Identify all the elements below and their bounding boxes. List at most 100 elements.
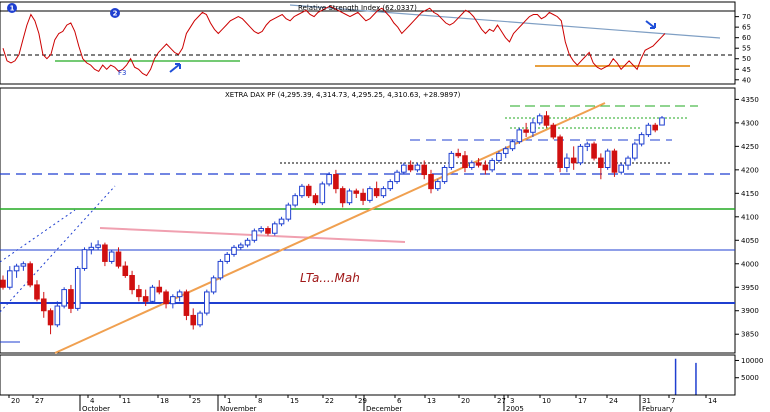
candle-down (652, 124, 659, 131)
x-month-label: October (82, 405, 110, 412)
candle-up (387, 181, 394, 190)
channel-line-upper (0, 209, 76, 263)
rsi-arrow-down-icon (645, 20, 656, 29)
rsi-trendline (289, 4, 721, 39)
candle-down (129, 275, 135, 291)
candle-up (149, 286, 156, 302)
candle-up (61, 289, 67, 307)
rsi-tick-label: 45 (742, 66, 751, 74)
candle-up (625, 157, 631, 166)
candle-down (462, 155, 468, 168)
volume-panel: 5000 10000 (0, 354, 763, 396)
candle-down (482, 164, 489, 171)
candle-down (312, 195, 319, 204)
x-month-labels: October November December 2005 February (79, 395, 673, 412)
x-day-label: 7 (671, 397, 675, 405)
candle-down (339, 188, 346, 204)
candle-up (88, 246, 95, 251)
x-month-label: December (366, 405, 402, 412)
candle-up (659, 117, 665, 126)
x-day-label: 8 (258, 397, 262, 405)
candle-down (34, 284, 40, 300)
candle-up (346, 190, 353, 204)
price-tick-label: 3900 (741, 307, 759, 315)
price-tick-label: 4300 (741, 119, 759, 127)
candle-up (516, 129, 523, 143)
volume-tick-label: 5000 (741, 374, 759, 382)
x-day-label: 20 (461, 397, 470, 405)
candle-up (210, 277, 217, 293)
x-day-label: 6 (397, 397, 402, 405)
candle-up (54, 305, 61, 326)
candle-up (292, 195, 298, 206)
candle-down (27, 263, 33, 286)
candle-down (122, 265, 129, 277)
candle-down (183, 291, 190, 316)
candle-up (6, 270, 13, 288)
candle-up (489, 159, 495, 171)
candle-up (584, 143, 591, 147)
candle-up (204, 291, 210, 314)
x-day-label: 29 (358, 397, 367, 405)
candle-up (414, 164, 421, 171)
candle-down (591, 143, 597, 159)
candle-down (68, 289, 74, 309)
price-tick-label: 4200 (741, 166, 759, 174)
rsi-title: Relative Strength Index (62.0337) (298, 4, 417, 12)
x-day-label: 10 (542, 397, 551, 405)
price-panel: XETRA DAX PF (4,295.39, 4,314.73, 4,295.… (0, 87, 759, 356)
volume-panel-frame (0, 354, 736, 396)
candle-up (632, 143, 638, 159)
rsi-arrow-up-icon (169, 63, 181, 73)
candle-up (95, 244, 101, 248)
candle-up (299, 185, 305, 197)
price-tick-label: 3950 (741, 284, 759, 292)
candle-up (604, 150, 611, 168)
x-day-label: 22 (325, 397, 334, 405)
volume-bars (674, 358, 697, 395)
candle-up (217, 260, 224, 279)
candle-up (74, 267, 81, 309)
marker-2-label: 2 (113, 10, 118, 18)
candle-up (618, 164, 625, 173)
candle-up (271, 223, 278, 234)
candle-down (353, 190, 360, 194)
candle-down (40, 298, 47, 312)
candle-up (468, 162, 475, 168)
candle-up (509, 141, 516, 150)
price-tick-label: 4150 (741, 190, 759, 198)
candle-up (170, 296, 176, 305)
candle-down (455, 152, 461, 157)
rsi-annotation-f3: F3 (118, 69, 126, 77)
candle-down (0, 279, 6, 288)
x-day-label: 25 (192, 397, 201, 405)
x-day-label: 15 (290, 397, 299, 405)
rsi-tick-label: 60 (742, 34, 751, 42)
volume-tick-label: 10000 (741, 357, 763, 365)
candle-down (102, 244, 108, 262)
candle-up (448, 152, 455, 168)
rsi-tick-label: 40 (742, 76, 751, 84)
candle-down (373, 188, 380, 197)
candle-up (496, 152, 502, 161)
price-tick-label: 4000 (741, 260, 759, 268)
candle-up (231, 246, 237, 255)
candle-down (156, 286, 163, 293)
candle-down (475, 162, 482, 166)
candle-down (428, 174, 434, 190)
candle-down (557, 136, 563, 168)
rsi-panel: 40 45 50 55 60 65 70 1 2 F3 Relative Strength … (0, 1, 751, 85)
x-month-label: 2005 (506, 405, 524, 412)
x-day-labels: 20 27 4 11 18 25 1 8 15 22 29 6 13 20 27 3 10 17 24 31 7 14 (8, 395, 717, 405)
candle-down (611, 150, 618, 173)
price-title: XETRA DAX PF (4,295.39, 4,314.73, 4,295.… (225, 91, 461, 99)
annotation-text: LTa....Mah (300, 271, 360, 285)
candle-up (278, 218, 285, 225)
x-day-label: 17 (578, 397, 587, 405)
rsi-tick-label: 50 (742, 55, 751, 63)
x-month-label: February (642, 405, 673, 412)
x-day-label: 27 (497, 397, 506, 405)
candle-up (367, 188, 373, 201)
rsi-panel-frame (0, 1, 736, 85)
candle-up (251, 230, 258, 241)
